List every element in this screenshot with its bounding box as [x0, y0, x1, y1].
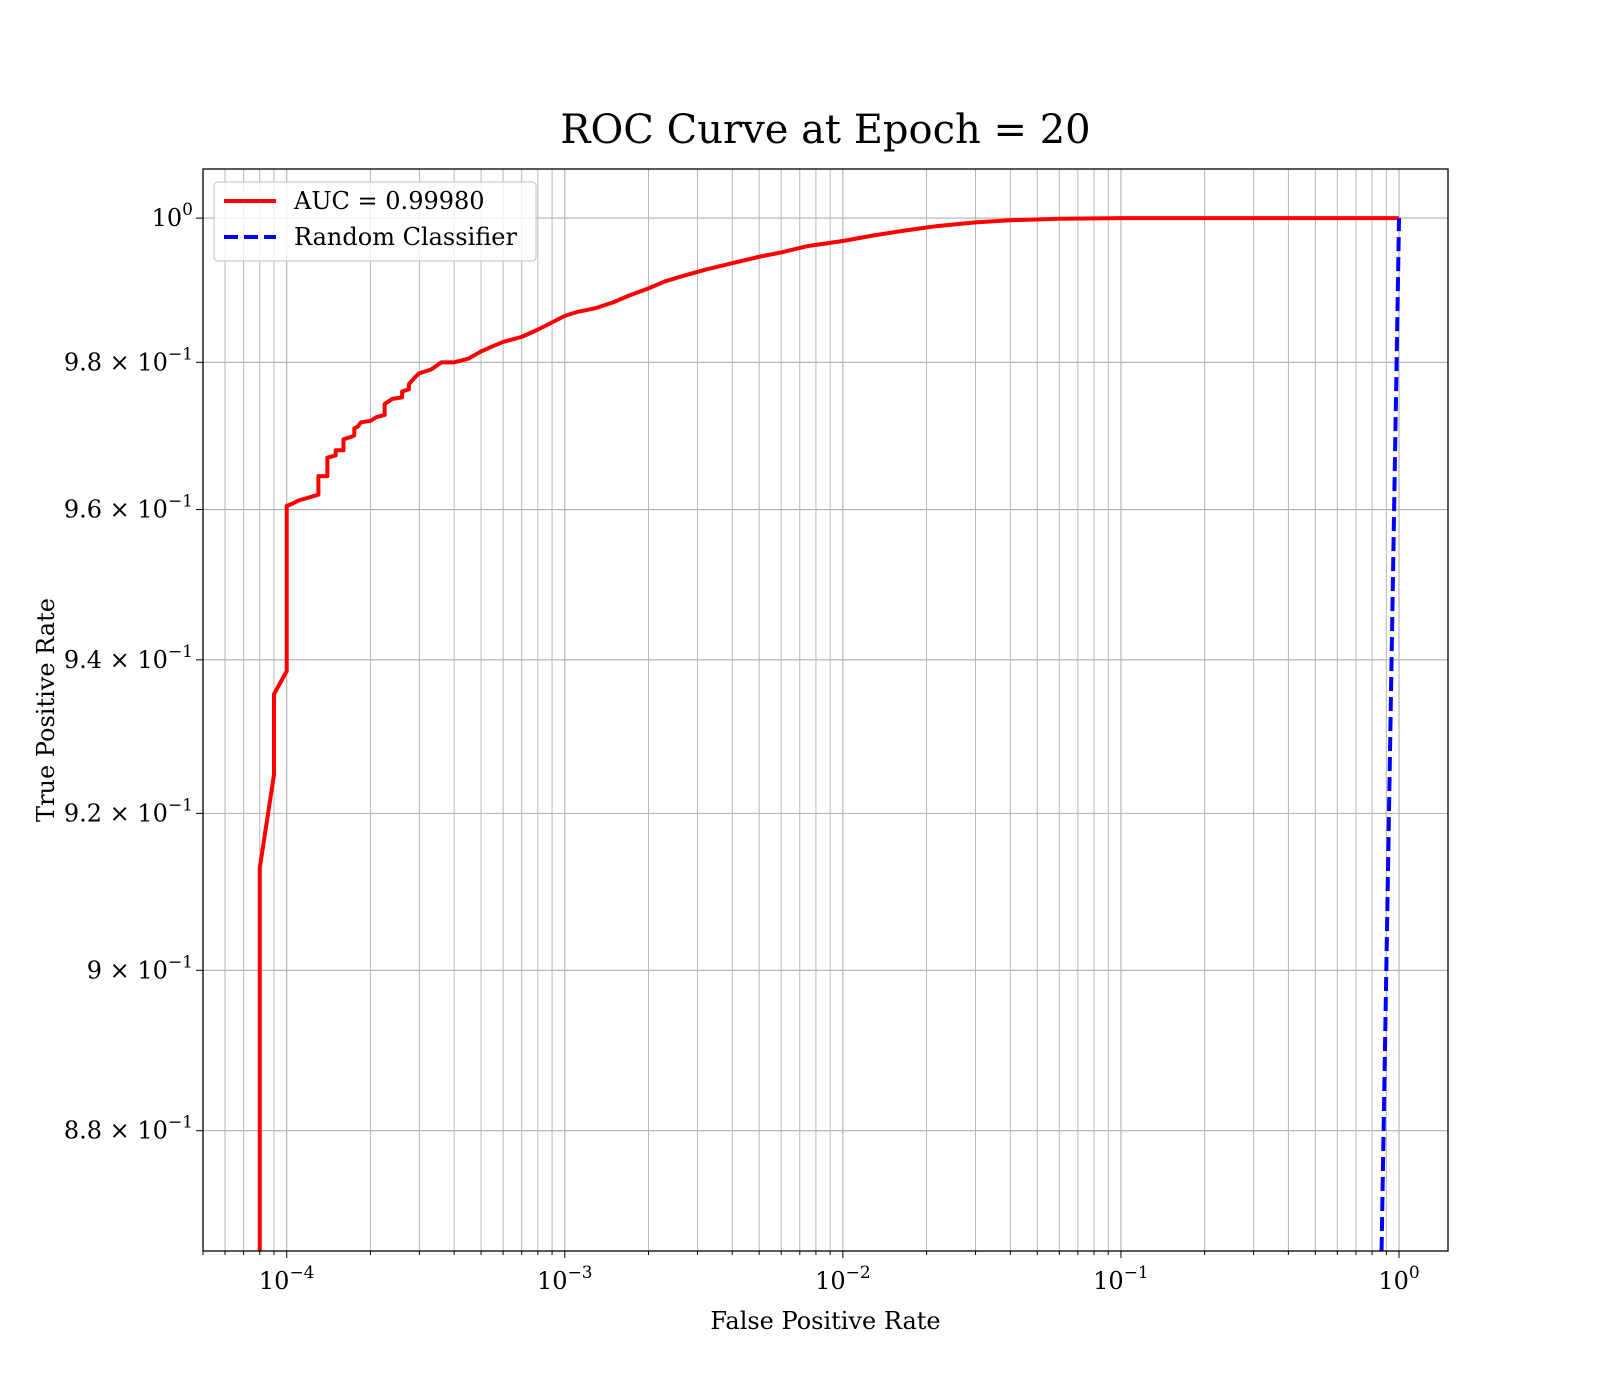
chart-title: ROC Curve at Epoch = 20: [560, 107, 1090, 153]
y-tick-label: 8.8 × 10−1: [64, 1113, 193, 1145]
ticks: 10−4 10−3 10−2 10−1 100 100 9.8 × 10−1 9.6 × 10…: [64, 200, 1420, 1295]
x-tick-label: 10−1: [1093, 1263, 1149, 1295]
y-axis-label: True Positive Rate: [32, 598, 60, 822]
grid: [202, 169, 1448, 1251]
legend-box: [213, 181, 537, 262]
y-tick-label: 9.8 × 10−1: [64, 344, 193, 376]
y-tick-label: 9 × 10−1: [87, 952, 193, 984]
plot-frame: [202, 168, 1449, 1252]
y-tick-label: 9.2 × 10−1: [64, 795, 193, 827]
y-tick-label: 100: [152, 200, 193, 232]
legend-label-random: Random Classifier: [294, 223, 517, 251]
y-tick-label: 9.4 × 10−1: [64, 642, 193, 674]
x-tick-label: 100: [1378, 1263, 1419, 1295]
legend: AUC = 0.99980 Random Classifier: [213, 181, 537, 262]
roc-curve-line: [257, 216, 1400, 1251]
random-classifier-line: [1379, 218, 1402, 1251]
y-tick-label: 9.6 × 10−1: [64, 492, 193, 524]
x-axis-label: False Positive Rate: [710, 1307, 940, 1335]
x-tick-label: 10−3: [537, 1263, 593, 1295]
x-tick-label: 10−2: [815, 1263, 871, 1295]
legend-label-auc: AUC = 0.99980: [293, 187, 485, 215]
series-group: [257, 216, 1402, 1251]
x-tick-label: 10−4: [259, 1263, 315, 1295]
